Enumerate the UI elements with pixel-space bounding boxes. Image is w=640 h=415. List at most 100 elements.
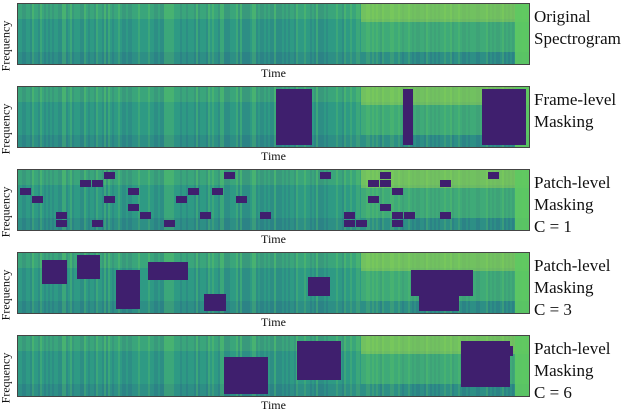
time-column — [386, 253, 388, 313]
time-column — [380, 336, 382, 396]
time-column — [338, 170, 340, 230]
mask-patch — [344, 220, 355, 227]
time-column — [278, 4, 280, 64]
time-column — [404, 336, 406, 396]
time-column — [250, 253, 252, 313]
time-column — [446, 336, 448, 396]
mask-patch — [128, 188, 139, 195]
time-column — [252, 87, 254, 147]
time-column — [454, 170, 456, 230]
time-column — [116, 4, 118, 64]
time-column — [254, 253, 256, 313]
time-column — [174, 87, 176, 147]
time-column — [292, 4, 294, 64]
time-column — [334, 170, 336, 230]
time-column — [102, 170, 104, 230]
time-column — [122, 87, 124, 147]
mask-patch — [148, 262, 188, 280]
time-column — [498, 4, 500, 64]
time-column — [340, 87, 342, 147]
time-column — [398, 4, 400, 64]
time-column — [310, 170, 312, 230]
time-column — [474, 170, 476, 230]
caption-line: C = 6 — [534, 383, 572, 402]
freq-band — [18, 357, 529, 360]
time-column — [132, 336, 134, 396]
time-column — [264, 170, 266, 230]
time-column — [348, 87, 350, 147]
time-column — [260, 170, 262, 230]
time-column — [390, 170, 392, 230]
freq-band — [18, 381, 529, 384]
freq-band — [18, 277, 529, 280]
freq-band — [18, 191, 529, 194]
time-column — [472, 170, 474, 230]
time-column — [458, 336, 460, 396]
time-column — [290, 170, 292, 230]
time-column — [388, 87, 390, 147]
time-column — [508, 253, 510, 313]
x-axis-label: Time — [261, 398, 286, 412]
time-column — [58, 336, 60, 396]
time-column — [50, 87, 52, 147]
time-column — [468, 170, 470, 230]
time-column — [352, 336, 354, 396]
time-column — [324, 170, 326, 230]
time-column — [206, 4, 208, 64]
time-column — [90, 4, 92, 64]
time-column — [178, 4, 180, 64]
time-column — [456, 4, 458, 64]
spectrogram-patch1 — [17, 169, 530, 231]
time-column — [156, 87, 158, 147]
time-column — [182, 4, 184, 64]
spectrogram-frame — [17, 86, 530, 148]
time-column — [392, 336, 394, 396]
time-column — [330, 4, 332, 64]
time-column — [186, 253, 188, 313]
time-column — [198, 336, 200, 396]
freq-band — [18, 342, 529, 345]
time-column — [420, 170, 422, 230]
time-column — [474, 4, 476, 64]
time-column — [406, 253, 408, 313]
time-column — [362, 4, 364, 64]
time-column — [78, 253, 80, 313]
time-column — [154, 87, 156, 147]
time-column — [482, 253, 484, 313]
time-column — [214, 4, 216, 64]
time-column — [156, 253, 158, 313]
time-column — [72, 336, 74, 396]
caption-line: Patch-level — [534, 173, 611, 192]
time-column — [88, 4, 90, 64]
time-column — [458, 170, 460, 230]
time-column — [100, 336, 102, 396]
time-column — [350, 87, 352, 147]
time-column — [116, 336, 118, 396]
time-column — [94, 170, 96, 230]
time-column — [162, 170, 164, 230]
time-column — [302, 4, 304, 64]
time-column — [22, 87, 24, 147]
time-column — [380, 87, 382, 147]
time-column — [110, 87, 112, 147]
time-column — [40, 4, 42, 64]
time-column — [88, 87, 90, 147]
time-column — [126, 87, 128, 147]
time-column — [480, 87, 482, 147]
time-column — [176, 336, 178, 396]
freq-band — [18, 61, 529, 64]
time-column — [200, 4, 202, 64]
time-column — [44, 336, 46, 396]
time-column — [228, 87, 230, 147]
time-column — [442, 336, 444, 396]
time-column — [60, 87, 62, 147]
time-column — [362, 170, 364, 230]
time-column — [32, 4, 34, 64]
time-column — [414, 4, 416, 64]
time-column — [286, 253, 288, 313]
time-column — [330, 253, 332, 313]
time-column — [458, 4, 460, 64]
time-column — [164, 253, 166, 313]
time-column — [394, 87, 396, 147]
time-column — [374, 4, 376, 64]
